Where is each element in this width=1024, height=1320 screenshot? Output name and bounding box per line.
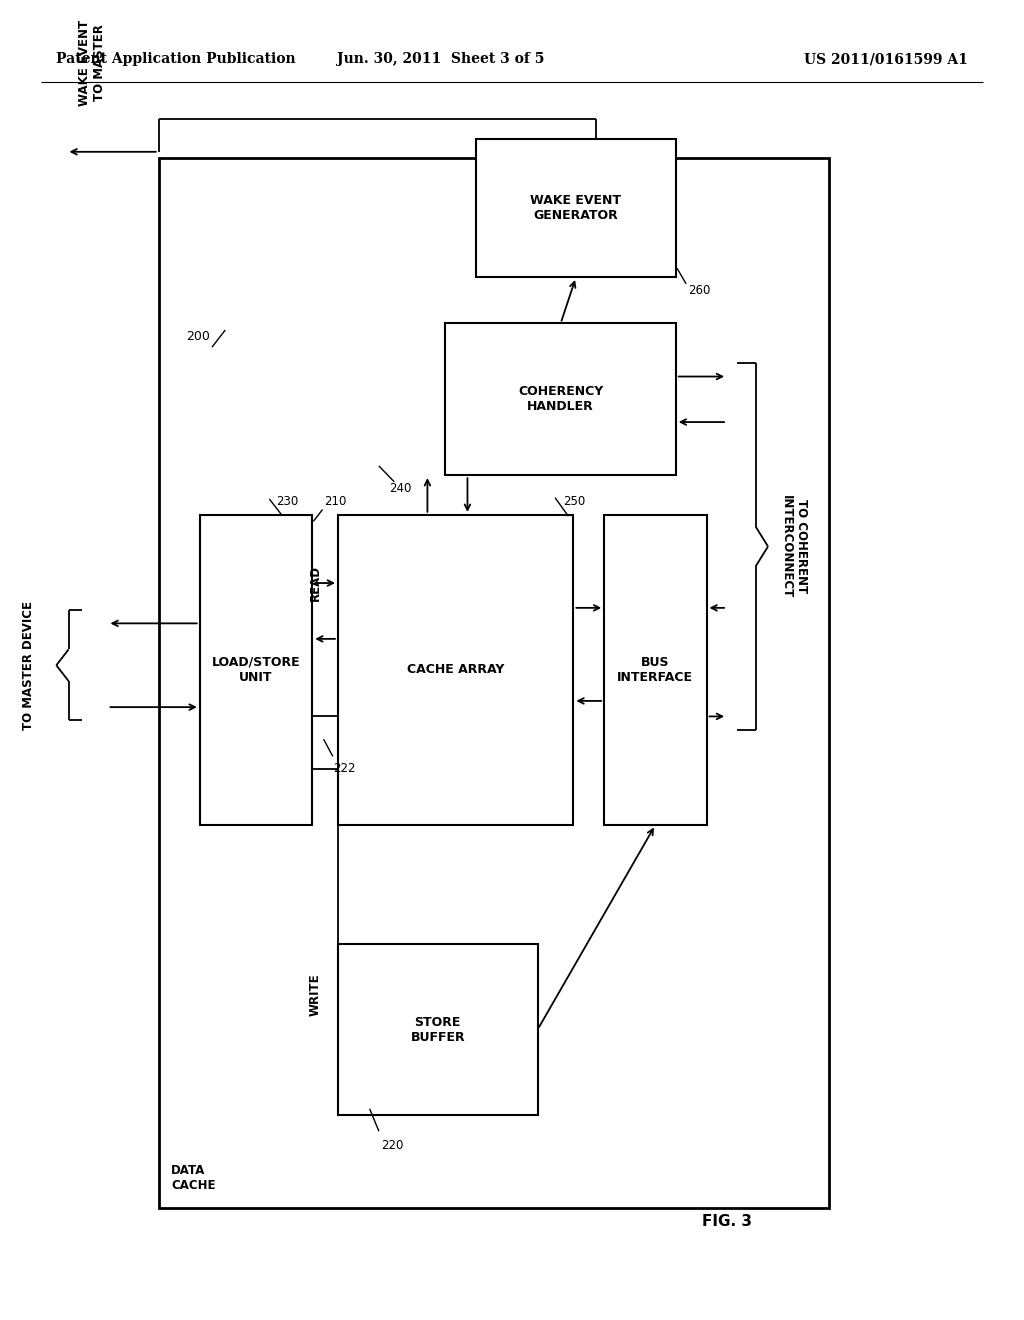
Bar <box>159 158 829 1208</box>
Text: Jun. 30, 2011  Sheet 3 of 5: Jun. 30, 2011 Sheet 3 of 5 <box>337 53 544 66</box>
Bar <box>476 139 676 277</box>
Text: LOAD/STORE
UNIT: LOAD/STORE UNIT <box>212 656 300 684</box>
Text: COHERENCY
HANDLER: COHERENCY HANDLER <box>518 385 603 413</box>
Text: Patent Application Publication: Patent Application Publication <box>56 53 296 66</box>
Bar <box>604 515 707 825</box>
Text: 222: 222 <box>333 762 355 775</box>
Text: BUS
INTERFACE: BUS INTERFACE <box>617 656 693 684</box>
Text: WAKE EVENT
GENERATOR: WAKE EVENT GENERATOR <box>530 194 622 222</box>
Text: WRITE: WRITE <box>309 973 322 1016</box>
Text: STORE
BUFFER: STORE BUFFER <box>411 1015 465 1044</box>
Text: 260: 260 <box>688 284 711 297</box>
Text: 230: 230 <box>276 495 299 508</box>
Bar <box>200 515 312 825</box>
Text: CACHE ARRAY: CACHE ARRAY <box>407 664 505 676</box>
Text: 240: 240 <box>389 482 412 495</box>
Text: READ: READ <box>309 565 322 601</box>
Text: WAKE EVENT
TO MASTER: WAKE EVENT TO MASTER <box>78 20 106 106</box>
Text: 250: 250 <box>563 495 586 508</box>
Bar <box>445 323 676 475</box>
Text: TO MASTER DEVICE: TO MASTER DEVICE <box>23 601 35 730</box>
Text: US 2011/0161599 A1: US 2011/0161599 A1 <box>804 53 968 66</box>
Text: DATA
CACHE: DATA CACHE <box>171 1164 215 1192</box>
Bar <box>338 515 573 825</box>
Text: FIG. 3: FIG. 3 <box>702 1213 752 1229</box>
Text: 220: 220 <box>381 1139 403 1152</box>
Bar <box>338 944 538 1115</box>
Text: 210: 210 <box>325 495 347 508</box>
Text: TO COHERENT
INTERCONNECT: TO COHERENT INTERCONNECT <box>779 495 808 598</box>
Text: 200: 200 <box>186 330 210 343</box>
